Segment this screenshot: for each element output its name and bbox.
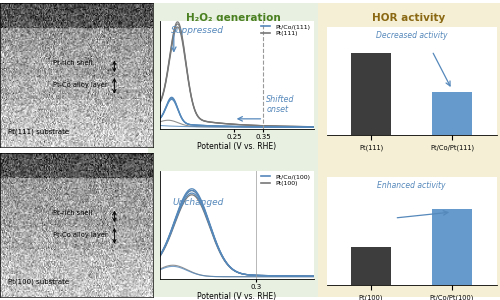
- Text: Pt(100) substrate: Pt(100) substrate: [8, 279, 69, 286]
- Text: HOR activity: HOR activity: [372, 13, 446, 23]
- Bar: [351, 53, 392, 135]
- Legend: Pt/Co/(100), Pt(100): Pt/Co/(100), Pt(100): [261, 174, 310, 186]
- Bar: [432, 92, 472, 135]
- Text: Pt-Co alloy layer: Pt-Co alloy layer: [54, 82, 108, 88]
- Text: Pt-Co alloy layer: Pt-Co alloy layer: [54, 232, 108, 238]
- Text: Shifted
onset: Shifted onset: [266, 95, 295, 114]
- X-axis label: Potential (V vs. RHE): Potential (V vs. RHE): [197, 292, 276, 300]
- Bar: [351, 247, 392, 285]
- Text: H₂O₂ generation: H₂O₂ generation: [186, 13, 281, 23]
- Text: Enhanced activity: Enhanced activity: [378, 181, 446, 190]
- Text: Decreased activity: Decreased activity: [376, 31, 448, 40]
- Text: Pt-rich shell: Pt-rich shell: [54, 61, 92, 67]
- X-axis label: Potential (V vs. RHE): Potential (V vs. RHE): [197, 142, 276, 151]
- Text: Pt(111) substrate: Pt(111) substrate: [8, 129, 69, 136]
- Text: Suppressed: Suppressed: [170, 26, 224, 35]
- Legend: Pt/Co/(111), Pt(111): Pt/Co/(111), Pt(111): [261, 24, 310, 36]
- Text: Pt-rich shell: Pt-rich shell: [54, 211, 92, 217]
- Bar: [432, 209, 472, 285]
- Text: Unchanged: Unchanged: [172, 198, 224, 207]
